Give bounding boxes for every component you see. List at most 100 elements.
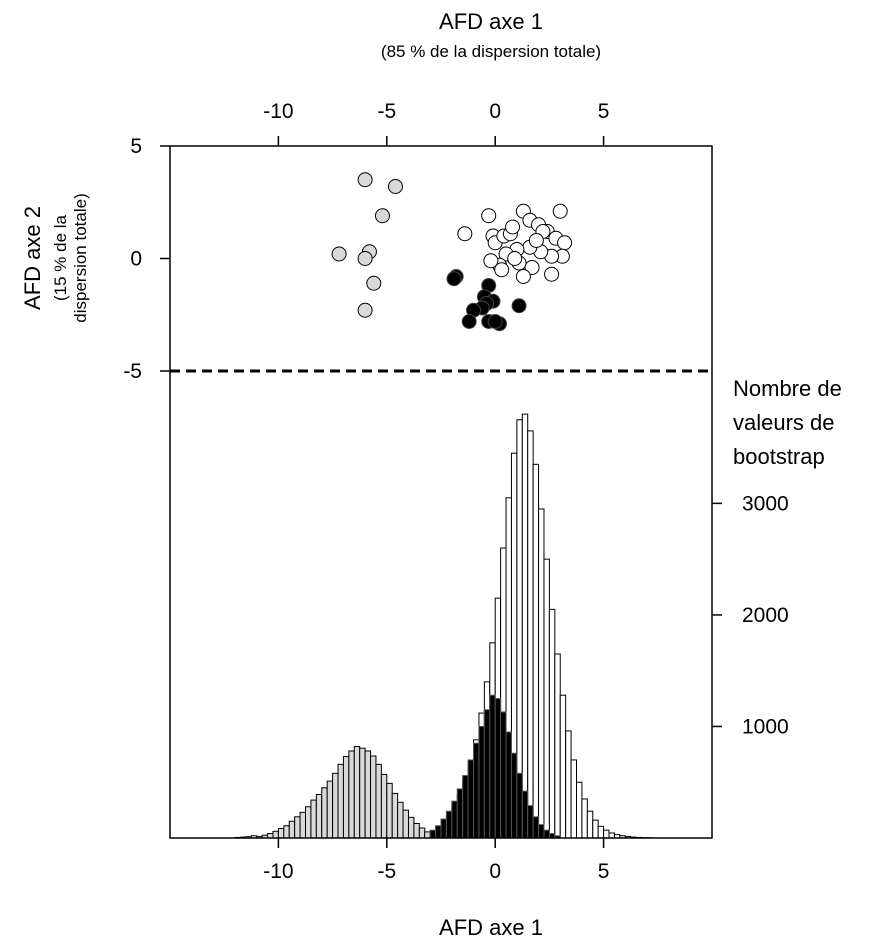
plot-frame bbox=[169, 145, 713, 839]
scatter-point bbox=[357, 251, 373, 266]
histogram-bar bbox=[445, 810, 453, 839]
right-y-tick-label: 3000 bbox=[742, 492, 789, 515]
top-axis-subtitle: (85 % de la dispersion totale) bbox=[381, 42, 601, 61]
left-y-tick-label: 0 bbox=[130, 248, 142, 271]
scatter-point bbox=[494, 262, 510, 278]
histogram-bar bbox=[597, 825, 605, 839]
scatter-point bbox=[487, 314, 503, 329]
scatter-layer bbox=[331, 172, 573, 332]
histogram-bar bbox=[456, 788, 464, 839]
histogram-bar bbox=[375, 763, 382, 839]
right-axis-title-line-2: valeurs de bbox=[733, 410, 835, 435]
histogram-bar bbox=[478, 725, 485, 839]
bottom-x-tick-label: -10 bbox=[263, 860, 293, 883]
histogram-bar bbox=[462, 775, 469, 839]
histogram-bar bbox=[451, 800, 458, 839]
histogram-bar bbox=[288, 820, 296, 839]
histogram-bar bbox=[391, 792, 399, 839]
scatter-point bbox=[505, 219, 521, 235]
histogram-bar bbox=[380, 773, 388, 839]
histogram-bar bbox=[532, 816, 540, 839]
histogram-bar bbox=[440, 818, 447, 839]
histogram-bar bbox=[305, 806, 312, 839]
histogram-bar bbox=[321, 787, 328, 839]
histogram-bar bbox=[283, 825, 290, 839]
left-axis-subtitle-line-2: dispersion totale) bbox=[71, 193, 90, 322]
histogram-bar bbox=[510, 752, 518, 839]
histogram-bar bbox=[359, 747, 366, 839]
histogram-bar bbox=[603, 829, 610, 839]
scatter-point bbox=[481, 208, 497, 224]
histogram-bar bbox=[565, 730, 572, 839]
histogram-bar bbox=[294, 816, 301, 839]
histogram-bar bbox=[543, 558, 550, 839]
top-x-tick-label: -5 bbox=[377, 100, 396, 123]
histogram-bar bbox=[424, 831, 431, 839]
histogram-bar bbox=[521, 413, 529, 839]
scatter-point bbox=[552, 203, 568, 219]
histogram-bar bbox=[402, 809, 409, 839]
histogram-bar bbox=[467, 759, 475, 839]
scatter-point bbox=[331, 246, 347, 262]
histogram-bar bbox=[548, 608, 556, 839]
bottom-x-tick-label: 5 bbox=[598, 860, 610, 883]
scatter-point bbox=[446, 271, 462, 287]
histogram-bar bbox=[364, 750, 372, 839]
bottom-axis-title: AFD axe 1 bbox=[439, 915, 543, 940]
histogram-bar bbox=[342, 756, 350, 839]
histogram-bar bbox=[435, 825, 442, 839]
histogram-bar bbox=[418, 827, 426, 839]
histogram-bar bbox=[299, 811, 306, 839]
histogram-bar bbox=[353, 746, 361, 839]
top-x-tick-label: 5 bbox=[598, 100, 610, 123]
histogram-bar bbox=[310, 799, 317, 839]
left-axis-title-group: AFD axe 2 (15 % de la dispersion totale) bbox=[20, 193, 90, 322]
left-y-tick-label: 5 bbox=[130, 135, 142, 158]
histogram-bar bbox=[332, 772, 339, 839]
right-axis-title-line-1: Nombre de bbox=[733, 376, 842, 401]
scatter-point bbox=[557, 235, 573, 251]
scatter-point bbox=[461, 314, 477, 329]
histogram-layer bbox=[234, 413, 653, 839]
scatter-point bbox=[483, 253, 499, 269]
top-x-tick-label: -10 bbox=[263, 100, 293, 123]
histogram-bar bbox=[532, 463, 540, 839]
scatter-point bbox=[515, 269, 531, 284]
scatter-point bbox=[366, 275, 382, 291]
scatter-point bbox=[387, 179, 403, 194]
scatter-point bbox=[528, 233, 544, 248]
histogram-bar bbox=[397, 801, 404, 839]
bottom-x-tick-label: -5 bbox=[377, 860, 396, 883]
histogram-bar bbox=[586, 810, 594, 839]
histogram-bar bbox=[315, 794, 323, 839]
left-axis-subtitle-line-1: (15 % de la bbox=[51, 214, 70, 301]
top-axis-title: AFD axe 1 bbox=[439, 9, 543, 34]
scatter-point bbox=[457, 226, 473, 242]
histogram-bar bbox=[527, 430, 534, 839]
scatter-point bbox=[357, 172, 373, 188]
left-axis-title: AFD axe 2 bbox=[20, 206, 45, 310]
histogram-bar bbox=[576, 781, 583, 839]
histogram-bar bbox=[473, 742, 480, 839]
histogram-bar bbox=[407, 816, 415, 839]
bottom-x-tick-label: 0 bbox=[489, 860, 501, 883]
histogram-bar bbox=[429, 829, 437, 839]
scatter-point bbox=[511, 298, 527, 314]
histogram-bar bbox=[521, 790, 529, 839]
histogram-bar bbox=[527, 805, 534, 839]
histogram-bar bbox=[386, 782, 393, 839]
histogram-bar bbox=[483, 709, 491, 839]
right-y-tick-label: 2000 bbox=[742, 604, 789, 627]
histogram-bar bbox=[538, 508, 545, 839]
left-y-tick-label: -5 bbox=[123, 360, 142, 383]
histogram-bar bbox=[277, 828, 285, 839]
histogram-bar bbox=[608, 832, 615, 839]
right-y-tick-label: 1000 bbox=[742, 715, 789, 738]
histogram-bar bbox=[500, 711, 507, 839]
axis-layer: -10 -5 0 5 -10 -5 0 5 5 0 -5 1000 2000 3000 bbox=[123, 100, 788, 883]
histogram-bar bbox=[505, 731, 512, 839]
scatter-point bbox=[374, 208, 390, 224]
top-x-tick-label: 0 bbox=[489, 100, 501, 123]
histogram-bar bbox=[516, 772, 523, 839]
